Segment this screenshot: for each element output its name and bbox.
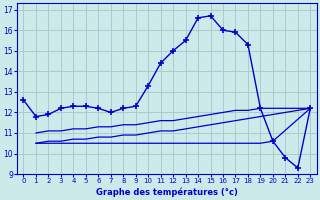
X-axis label: Graphe des températures (°c): Graphe des températures (°c) [96, 187, 238, 197]
